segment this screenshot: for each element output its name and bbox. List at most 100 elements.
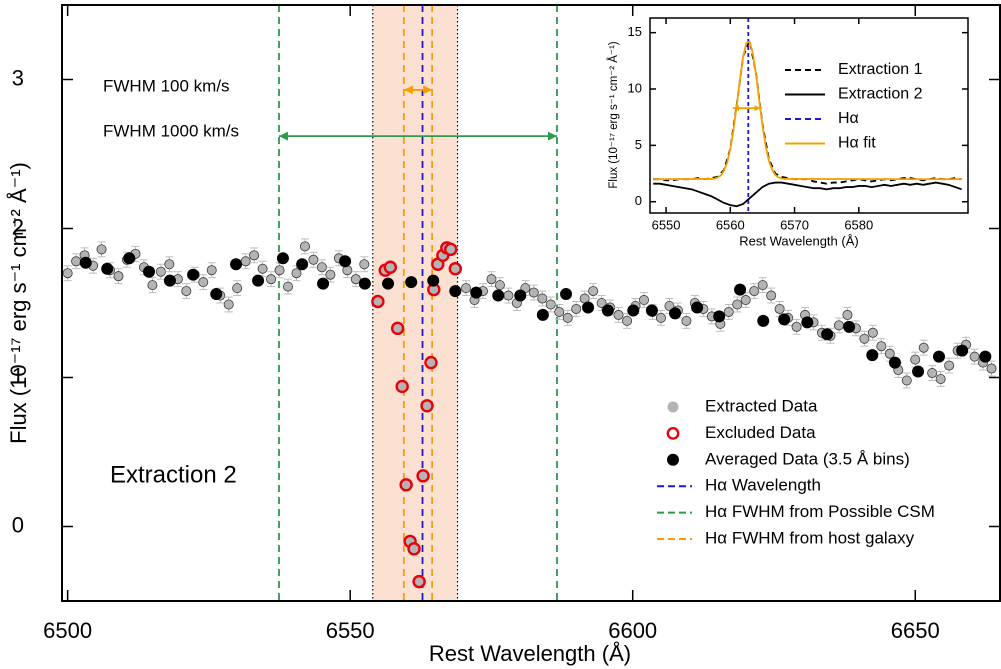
- point: [79, 256, 92, 269]
- point: [571, 303, 582, 314]
- point: [537, 293, 548, 304]
- point: [232, 283, 243, 294]
- point: [71, 256, 82, 267]
- point: [448, 262, 462, 276]
- y-tick-label: 0: [635, 193, 642, 208]
- y-tick-label: 2: [12, 214, 24, 239]
- point: [249, 250, 260, 261]
- point: [113, 271, 124, 282]
- point: [371, 294, 385, 309]
- arrow-head: [278, 131, 288, 141]
- x-axis-title: Rest Wavelength (Å): [429, 641, 631, 666]
- point: [691, 301, 704, 314]
- point: [257, 263, 268, 274]
- point: [639, 295, 650, 306]
- arrow-head: [754, 105, 761, 112]
- point: [888, 356, 901, 369]
- legend-label: Hα: [838, 110, 859, 127]
- point: [944, 360, 955, 371]
- point: [740, 295, 751, 306]
- point: [492, 289, 505, 302]
- point: [801, 316, 814, 329]
- point: [503, 290, 514, 301]
- point: [407, 542, 421, 556]
- annotation: FWHM 100 km/s: [103, 76, 230, 95]
- point: [843, 320, 856, 333]
- y-tick-label: 1: [12, 363, 24, 388]
- annotation: FWHM 1000 km/s: [103, 121, 239, 140]
- point: [627, 304, 640, 317]
- point: [901, 375, 912, 386]
- series-line: [653, 181, 962, 208]
- point: [350, 274, 361, 285]
- point: [187, 268, 200, 281]
- plot-frame: [61, 4, 1001, 602]
- point: [230, 258, 243, 271]
- point: [859, 333, 870, 344]
- point: [96, 244, 107, 255]
- point: [918, 342, 929, 353]
- point: [986, 363, 997, 374]
- legend-label: Hα FWHM from Possible CSM: [705, 502, 935, 521]
- series-line: [653, 40, 962, 181]
- point: [291, 268, 302, 279]
- point: [155, 266, 166, 277]
- point: [655, 312, 666, 323]
- point: [842, 309, 853, 320]
- point: [545, 299, 556, 310]
- point: [317, 277, 330, 290]
- point: [412, 574, 426, 589]
- point: [536, 308, 549, 321]
- panel-label: Extraction 2: [110, 461, 237, 488]
- point: [420, 399, 434, 413]
- point: [932, 350, 945, 363]
- x-tick-label: 6550: [326, 618, 375, 643]
- point: [416, 469, 430, 483]
- point: [774, 303, 785, 314]
- inset-background: [650, 18, 968, 213]
- point: [399, 478, 413, 492]
- y-tick-label: 3: [12, 65, 24, 90]
- point: [164, 259, 175, 270]
- point: [395, 379, 409, 394]
- point: [588, 286, 599, 297]
- point: [791, 321, 802, 332]
- legend-label: Excluded Data: [705, 423, 816, 442]
- y-tick-label: 0: [12, 512, 24, 537]
- point: [210, 288, 223, 301]
- point: [821, 328, 834, 341]
- legend-label: Hα Wavelength: [705, 476, 821, 495]
- point: [664, 300, 675, 311]
- point: [514, 289, 527, 302]
- point: [383, 260, 397, 274]
- point: [723, 306, 734, 317]
- point: [308, 254, 319, 265]
- y-axis-title: Flux (10⁻¹⁷ erg s⁻¹ cm⁻² Å⁻¹): [6, 162, 31, 444]
- legend-label: Extracted Data: [705, 396, 818, 415]
- y-axis-title: Flux (10⁻¹⁷ erg s⁻¹ cm⁻² Å⁻¹): [607, 41, 620, 188]
- point: [123, 252, 136, 265]
- point: [927, 368, 938, 379]
- point: [757, 314, 770, 327]
- point: [283, 281, 294, 292]
- point: [554, 306, 565, 317]
- point: [884, 348, 895, 359]
- plot-frame: [649, 17, 969, 214]
- point: [778, 313, 791, 326]
- legend-marker: [666, 426, 680, 440]
- point: [358, 277, 371, 290]
- point: [910, 354, 921, 365]
- point: [528, 287, 539, 298]
- point: [601, 304, 614, 317]
- point: [562, 312, 573, 323]
- y-tick-label: 5: [635, 137, 642, 152]
- point: [274, 265, 285, 276]
- legend-label: Extraction 2: [838, 86, 923, 103]
- x-tick-label: 6560: [716, 217, 745, 232]
- point: [969, 351, 980, 362]
- x-tick-label: 6580: [844, 217, 873, 232]
- point: [163, 274, 176, 287]
- point: [713, 310, 726, 323]
- point: [252, 274, 265, 287]
- arrow-head: [423, 85, 433, 95]
